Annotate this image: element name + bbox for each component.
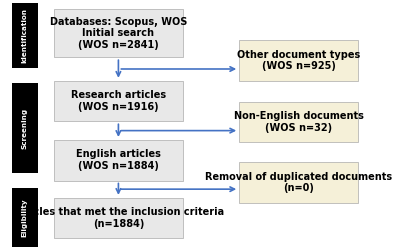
Text: Research articles
(WOS n=1916): Research articles (WOS n=1916) [71,90,166,112]
Text: Non-English documents
(WOS n=32): Non-English documents (WOS n=32) [234,111,364,133]
FancyBboxPatch shape [12,3,38,68]
Text: Databases: Scopus, WOS
Initial search
(WOS n=2841): Databases: Scopus, WOS Initial search (W… [50,17,187,50]
Text: Eligibility: Eligibility [22,198,28,237]
FancyBboxPatch shape [54,140,183,181]
FancyBboxPatch shape [54,81,183,121]
FancyBboxPatch shape [12,188,38,247]
Text: English articles
(WOS n=1884): English articles (WOS n=1884) [76,149,161,171]
FancyBboxPatch shape [12,83,38,173]
FancyBboxPatch shape [54,198,183,239]
Text: Other document types
(WOS n=925): Other document types (WOS n=925) [237,50,360,71]
FancyBboxPatch shape [54,9,183,57]
Text: Removal of duplicated documents
(n=0): Removal of duplicated documents (n=0) [205,172,392,193]
FancyBboxPatch shape [239,102,358,142]
Text: Identification: Identification [22,8,28,63]
Text: Screening: Screening [22,108,28,149]
FancyBboxPatch shape [239,162,358,203]
FancyBboxPatch shape [239,40,358,81]
Text: Articles that met the inclusion criteria
(n=1884): Articles that met the inclusion criteria… [13,207,224,229]
